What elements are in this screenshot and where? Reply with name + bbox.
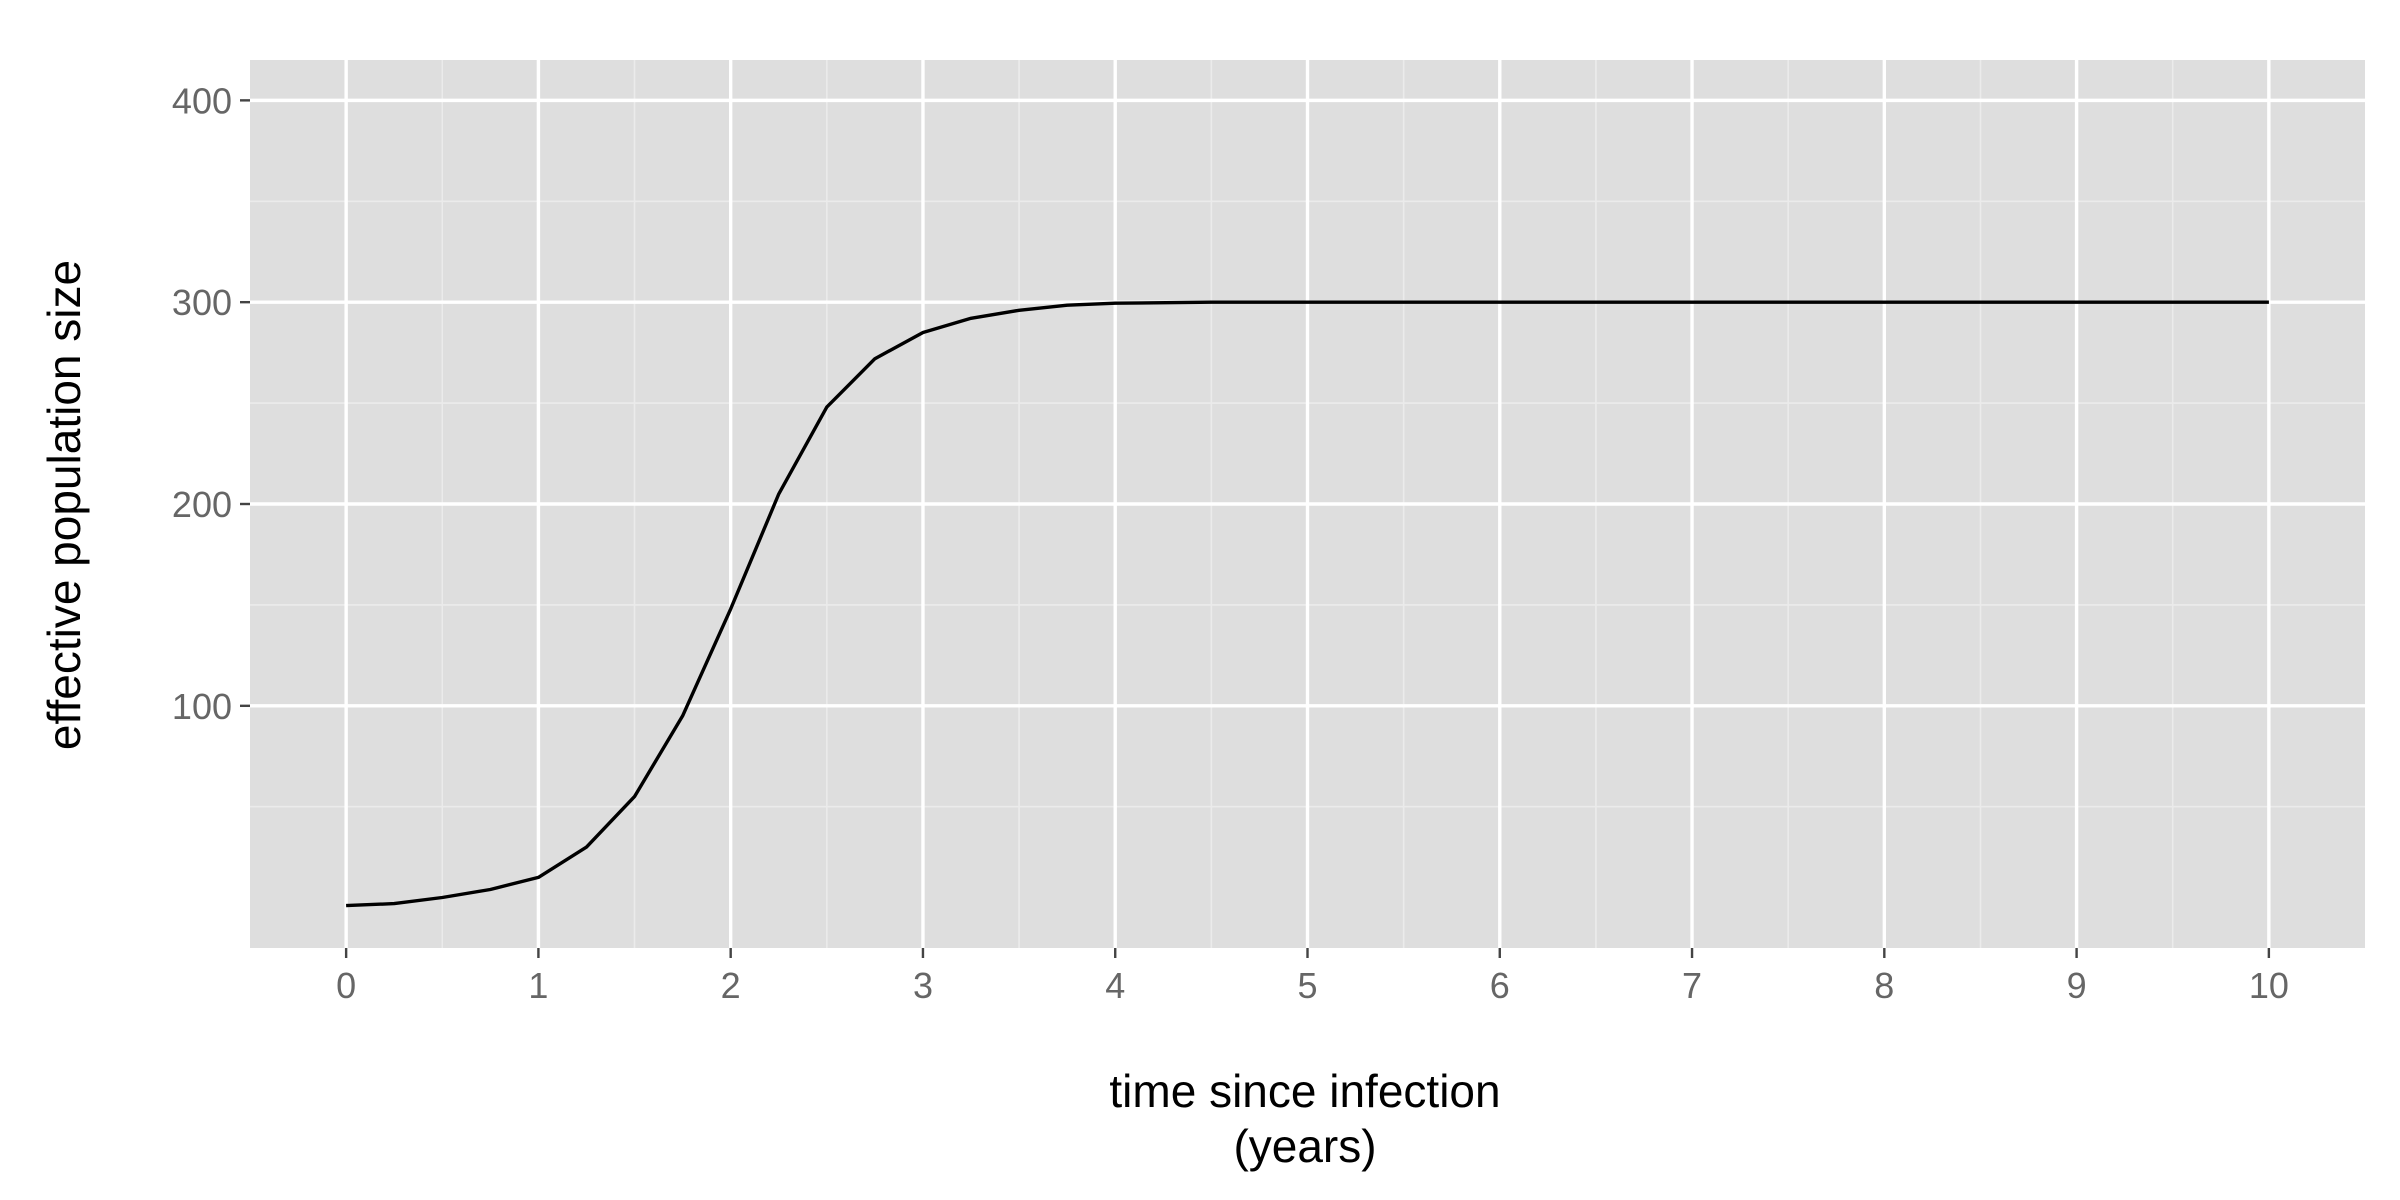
x-tick-label: 6 <box>1490 965 1510 1006</box>
x-axis-title-line-2: (years) <box>1233 1120 1376 1172</box>
y-axis-title: effective population size <box>38 260 90 750</box>
y-tick-label: 300 <box>172 282 232 323</box>
x-axis-title-line-1: time since infection <box>1109 1065 1500 1117</box>
y-tick-label: 400 <box>172 80 232 121</box>
y-tick-label: 200 <box>172 484 232 525</box>
x-tick-label: 5 <box>1297 965 1317 1006</box>
x-tick-label: 3 <box>913 965 933 1006</box>
x-tick-label: 10 <box>2249 965 2289 1006</box>
x-tick-label: 4 <box>1105 965 1125 1006</box>
series-line-0 <box>346 300 2269 908</box>
y-tick-label: 100 <box>172 686 232 727</box>
axes: 0 1 2 3 4 5 6 7 8 9 10 100 200 300 400 <box>172 80 2289 1006</box>
x-tick-label: 1 <box>528 965 548 1006</box>
x-tick-label: 9 <box>2067 965 2087 1006</box>
x-tick-label: 7 <box>1682 965 1702 1006</box>
x-tick-label: 8 <box>1874 965 1894 1006</box>
x-tick-label: 2 <box>721 965 741 1006</box>
x-tick-label: 0 <box>336 965 356 1006</box>
plot-area <box>250 60 2365 948</box>
